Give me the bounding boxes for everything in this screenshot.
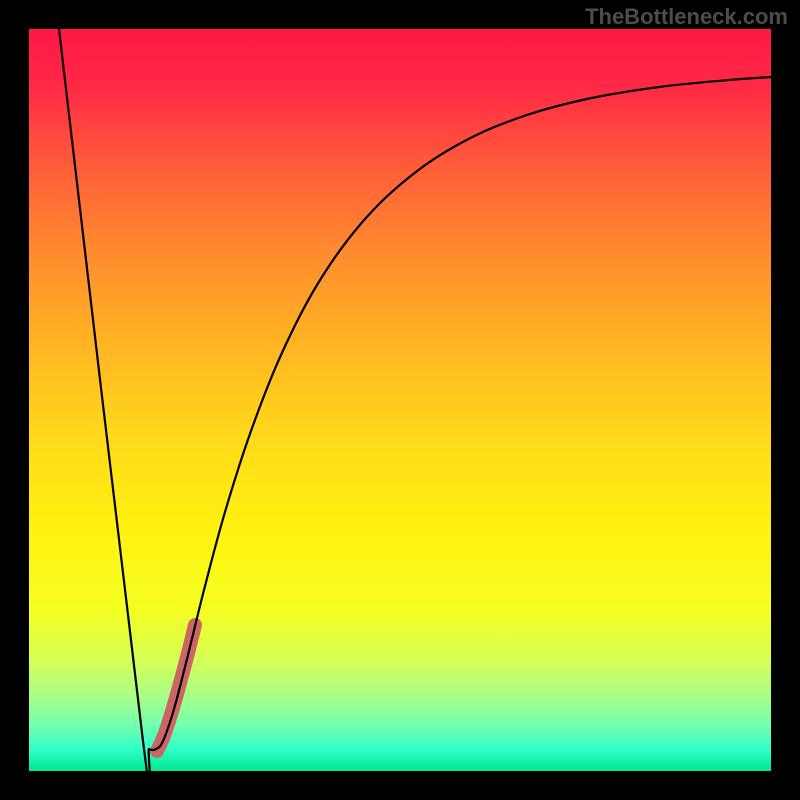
highlight-segment (157, 625, 195, 751)
bottleneck-curve (59, 29, 771, 771)
bottleneck-chart (29, 29, 771, 771)
chart-curves (29, 29, 771, 771)
watermark-text: TheBottleneck.com (585, 4, 788, 30)
